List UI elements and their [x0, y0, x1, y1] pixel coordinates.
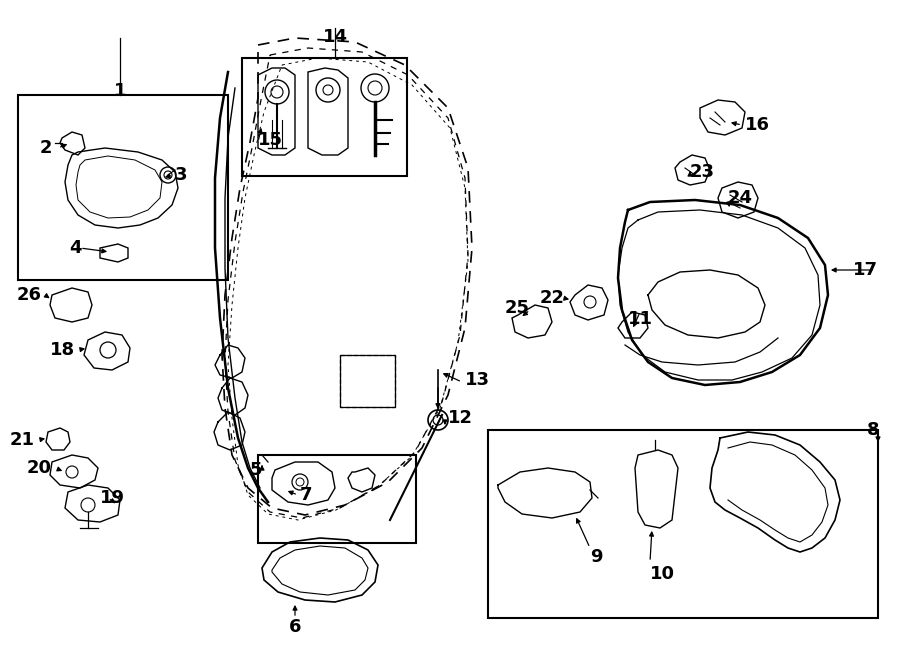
Text: 17: 17	[853, 261, 878, 279]
Text: 26: 26	[17, 286, 42, 304]
Text: 6: 6	[289, 618, 302, 636]
Text: 14: 14	[322, 28, 347, 46]
Bar	[340, 355, 395, 407]
Text: 22: 22	[540, 289, 565, 307]
Bar	[258, 455, 416, 543]
Text: 25: 25	[505, 299, 530, 317]
Bar	[488, 430, 878, 618]
Text: 9: 9	[590, 548, 602, 566]
Text: 3: 3	[175, 166, 187, 184]
Text: 7: 7	[300, 486, 312, 504]
Text: 12: 12	[448, 409, 473, 427]
Text: 5: 5	[249, 461, 262, 479]
Text: 20: 20	[27, 459, 52, 477]
Text: 15: 15	[258, 131, 283, 149]
Text: 23: 23	[690, 163, 715, 181]
Text: 19: 19	[100, 489, 125, 507]
Text: 16: 16	[745, 116, 770, 134]
Text: 1: 1	[113, 82, 126, 100]
Bar	[340, 355, 395, 407]
Text: 8: 8	[868, 421, 880, 439]
Text: 24: 24	[728, 189, 753, 207]
Bar	[18, 95, 228, 280]
Text: 18: 18	[50, 341, 75, 359]
Text: 11: 11	[627, 310, 652, 328]
Text: 21: 21	[10, 431, 35, 449]
Text: 10: 10	[650, 565, 675, 583]
Text: 13: 13	[465, 371, 490, 389]
Bar	[242, 58, 407, 176]
Text: 4: 4	[69, 239, 82, 257]
Text: 2: 2	[40, 139, 52, 157]
